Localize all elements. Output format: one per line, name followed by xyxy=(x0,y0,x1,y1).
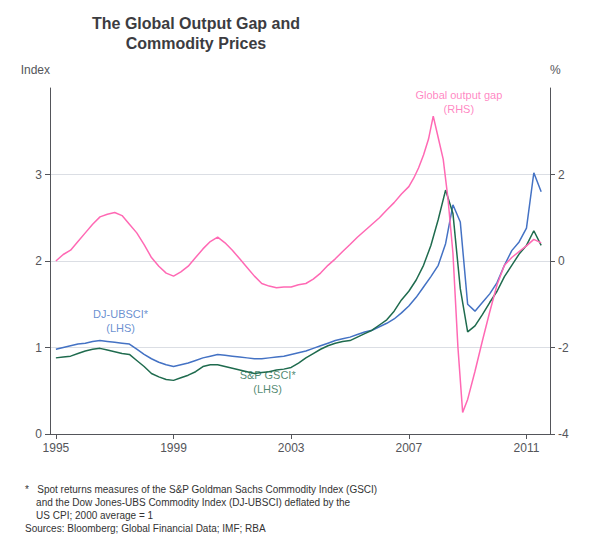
svg-text:Commodity Prices: Commodity Prices xyxy=(126,35,267,52)
svg-text:Index: Index xyxy=(21,63,50,77)
svg-text:Sources: Bloomberg; Global Fin: Sources: Bloomberg; Global Financial Dat… xyxy=(25,523,266,534)
svg-text:1: 1 xyxy=(35,341,42,355)
svg-text:2: 2 xyxy=(35,254,42,268)
svg-text:(RHS): (RHS) xyxy=(444,103,475,115)
svg-text:0: 0 xyxy=(35,427,42,441)
svg-text:Global output gap: Global output gap xyxy=(415,89,502,101)
svg-text:2: 2 xyxy=(558,168,565,182)
svg-text:3: 3 xyxy=(35,168,42,182)
svg-text:S&P GSCI*: S&P GSCI* xyxy=(240,369,297,381)
svg-text:US CPI; 2000 average = 1: US CPI; 2000 average = 1 xyxy=(25,510,154,521)
svg-text:2011: 2011 xyxy=(514,441,540,455)
svg-text:DJ-UBSCI*: DJ-UBSCI* xyxy=(93,308,149,320)
svg-text:* Spot returns measures of t: * Spot returns measures of the S&P Goldm… xyxy=(25,484,377,495)
svg-text:(LHS): (LHS) xyxy=(106,322,135,334)
svg-text:%: % xyxy=(550,63,561,77)
svg-text:-2: -2 xyxy=(558,341,569,355)
svg-text:-4: -4 xyxy=(558,427,569,441)
svg-text:0: 0 xyxy=(558,254,565,268)
svg-text:and the Dow Jones-UBS Commodit: and the Dow Jones-UBS Commodity Index (D… xyxy=(25,497,351,508)
svg-text:2007: 2007 xyxy=(395,441,422,455)
svg-text:1995: 1995 xyxy=(43,441,70,455)
svg-text:1999: 1999 xyxy=(160,441,187,455)
svg-text:2003: 2003 xyxy=(278,441,305,455)
svg-text:(LHS): (LHS) xyxy=(253,383,282,395)
svg-text:The Global Output Gap and: The Global Output Gap and xyxy=(92,15,300,32)
